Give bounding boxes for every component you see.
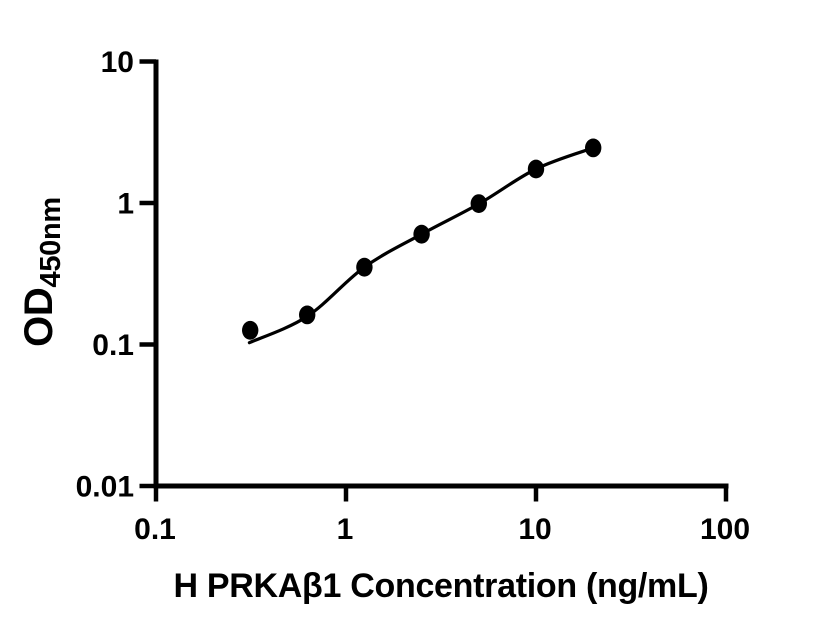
data-point-3 xyxy=(356,257,373,277)
y-axis-title-main: OD xyxy=(17,287,61,346)
y-tick-label-0.01: 0.01 xyxy=(76,471,134,504)
y-tick-label-10: 10 xyxy=(101,46,134,79)
data-point-4 xyxy=(413,224,430,244)
data-point-2 xyxy=(299,305,316,325)
data-point-6 xyxy=(527,159,545,179)
x-axis-title: H PRKAβ1 Concentration (ng/mL) xyxy=(174,567,709,605)
x-tick-label-100: 100 xyxy=(700,513,750,546)
plot-series xyxy=(242,138,602,345)
y-tick-label-1: 1 xyxy=(117,188,134,221)
x-tick-label-10: 10 xyxy=(518,513,551,546)
axes xyxy=(139,59,729,502)
y-axis-title-subscript: 450nm xyxy=(35,197,67,287)
x-tick-label-1: 1 xyxy=(337,513,354,546)
y-tick-label-0.1: 0.1 xyxy=(92,329,134,362)
data-point-1 xyxy=(242,320,259,340)
data-point-5 xyxy=(470,194,487,214)
y-axis-title: OD450nm xyxy=(17,197,67,347)
x-tick-label-0.1: 0.1 xyxy=(134,513,176,546)
data-point-7 xyxy=(585,138,602,158)
